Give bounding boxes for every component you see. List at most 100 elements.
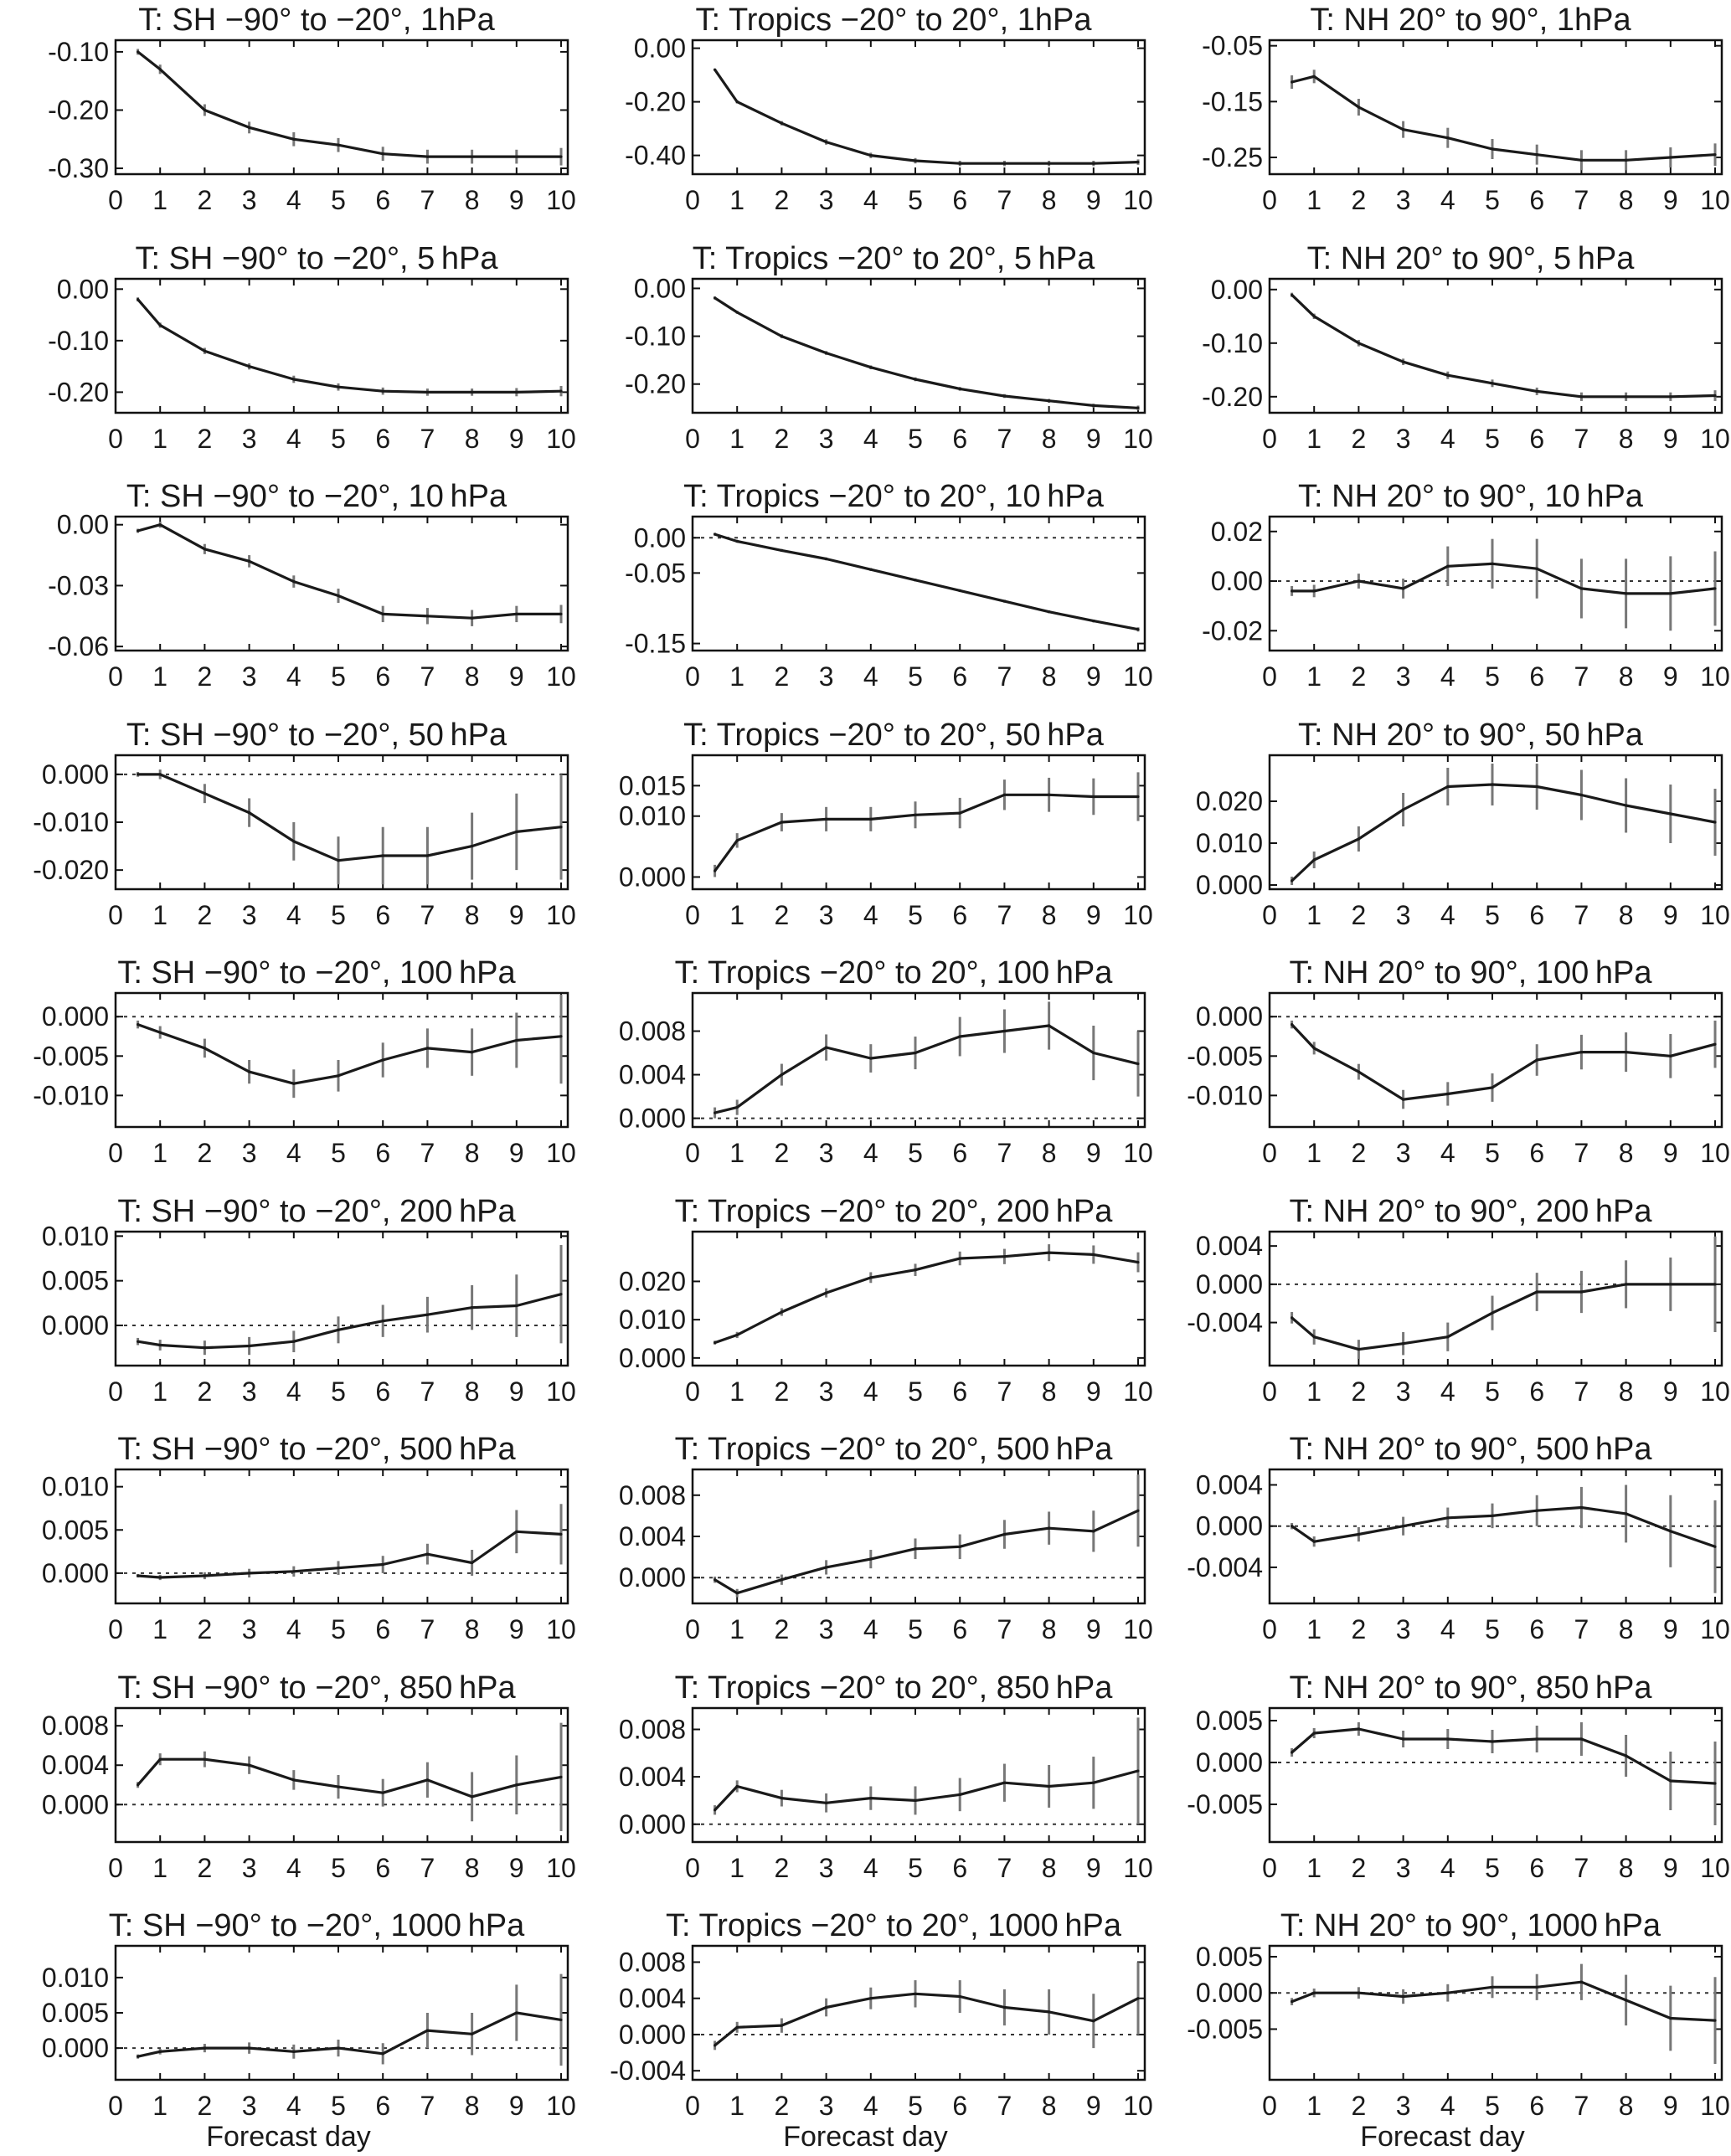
data-point xyxy=(292,1340,296,1343)
chart-panel: T: Tropics −20° to 20°, 50 hPa 0 1 2 3 4 5 6 7 8 9… xyxy=(577,715,1154,955)
series-line xyxy=(1291,294,1716,399)
data-point xyxy=(1491,1311,1494,1315)
x-tick-label: 6 xyxy=(375,1853,390,1883)
data-point xyxy=(1092,620,1095,623)
x-tick-label: 1 xyxy=(152,185,167,215)
data-point xyxy=(1048,1251,1051,1254)
series-line xyxy=(1291,75,1716,162)
data-point xyxy=(425,390,430,394)
data-point xyxy=(1402,360,1405,363)
data-point xyxy=(1002,2005,1007,2009)
data-point xyxy=(1625,1050,1628,1054)
data-point xyxy=(714,533,717,536)
chart-panel: T: SH −90° to −20°, 100 hPa 0 1 2 3 4 5 6 7 8 9 10 0… xyxy=(0,953,577,1192)
data-point xyxy=(515,1038,518,1042)
y-tick-label: 0.000 xyxy=(1196,1001,1263,1032)
x-tick-label: 8 xyxy=(1042,661,1057,692)
data-point xyxy=(1357,837,1361,841)
x-tick-label: 3 xyxy=(819,424,834,454)
data-point xyxy=(1357,105,1361,109)
chart-panel: T: Tropics −20° to 20°, 1000 hPa 0 1 2 3 4 5 6 7… xyxy=(577,1906,1154,2145)
x-tick-label: 3 xyxy=(819,1853,834,1883)
data-point xyxy=(1048,2010,1051,2014)
chart-panel: T: SH −90° to −20°, 1000 hPa 0 1 2 3 4 5 6 7 8 9 10… xyxy=(0,1906,577,2145)
x-tick-label: 8 xyxy=(1619,661,1634,692)
data-point xyxy=(914,1798,917,1803)
x-tick-label: 4 xyxy=(1440,185,1455,215)
data-point xyxy=(158,1031,162,1034)
x-tick-label: 10 xyxy=(546,1853,576,1883)
y-tick-label: 0.000 xyxy=(42,1001,109,1032)
data-point xyxy=(958,1035,961,1038)
chart-svg: T: Tropics −20° to 20°, 5 hPa 0 1 2 3 4 5 6 7 8 9 1… xyxy=(625,241,1153,454)
x-tick-label: 6 xyxy=(952,185,967,215)
x-tick-label: 5 xyxy=(908,2091,923,2121)
data-point xyxy=(1579,1505,1584,1510)
x-tick-label: 10 xyxy=(1700,1853,1730,1883)
data-point xyxy=(292,579,296,584)
x-tick-label: 2 xyxy=(198,900,213,930)
data-point xyxy=(869,1057,873,1060)
y-tick-label: -0.005 xyxy=(1187,1789,1263,1819)
data-point xyxy=(1713,821,1717,824)
data-point xyxy=(248,810,251,815)
plot-frame xyxy=(691,515,1146,652)
x-tick-label: 9 xyxy=(509,1853,524,1883)
x-tick-label: 7 xyxy=(1574,2091,1589,2121)
x-tick-label: 0 xyxy=(685,661,700,692)
chart-svg: T: NH 20° to 90°, 1000 hPa 0 1 2 3 4 5 6 7 8 9 10 0.… xyxy=(1187,1908,1730,2121)
x-tick-label: 4 xyxy=(1440,661,1455,692)
data-point xyxy=(292,840,296,843)
x-axis-label-center: Forecast day xyxy=(783,2121,948,2153)
data-point xyxy=(337,1785,340,1788)
data-point xyxy=(1402,1342,1405,1346)
data-point xyxy=(914,378,917,381)
y-tick-label: 0.010 xyxy=(42,1472,109,1502)
x-tick-label: 2 xyxy=(1352,1614,1367,1644)
data-point xyxy=(381,389,384,393)
x-tick-label: 5 xyxy=(908,1614,923,1644)
y-tick-label: 0.000 xyxy=(619,2020,686,2050)
data-point xyxy=(1579,793,1584,797)
data-point xyxy=(1092,1781,1095,1784)
series-line xyxy=(137,1023,562,1085)
y-tick-label: 0.008 xyxy=(42,1711,109,1741)
data-point xyxy=(158,773,162,776)
x-tick-label: 2 xyxy=(775,1138,790,1168)
x-tick-label: 10 xyxy=(546,424,576,454)
x-tick-label: 3 xyxy=(242,900,257,930)
x-tick-label: 10 xyxy=(1700,2091,1730,2121)
y-tick-label: -0.20 xyxy=(48,95,109,125)
x-tick-label: 10 xyxy=(1123,900,1153,930)
series-line xyxy=(714,1769,1139,1811)
data-point xyxy=(1048,610,1051,614)
data-point xyxy=(381,1320,384,1323)
data-point xyxy=(1357,342,1361,345)
y-tick-label: -0.20 xyxy=(1202,382,1263,412)
data-point xyxy=(914,813,917,816)
x-tick-label: 2 xyxy=(775,661,790,692)
x-tick-label: 1 xyxy=(729,1853,744,1883)
chart-title: T: SH −90° to −20°, 1hPa xyxy=(138,3,495,38)
data-point xyxy=(1491,562,1494,565)
chart-svg: T: NH 20° to 90°, 200 hPa 0 1 2 3 4 5 6 7 8 9 10 0.0… xyxy=(1187,1194,1730,1407)
x-tick-label: 0 xyxy=(1262,1376,1277,1407)
data-point xyxy=(559,1775,563,1778)
data-point xyxy=(559,2018,563,2022)
x-tick-label: 1 xyxy=(152,1138,167,1168)
data-point xyxy=(1669,395,1672,399)
chart-svg: T: NH 20° to 90°, 100 hPa 0 1 2 3 4 5 6 7 8 9 10 0.0… xyxy=(1187,955,1730,1168)
series-line xyxy=(1291,1283,1715,1351)
x-tick-label: 7 xyxy=(997,2091,1012,2121)
x-tick-label: 2 xyxy=(198,1138,213,1168)
y-tick-label: -0.005 xyxy=(1187,1041,1263,1071)
data-point xyxy=(780,548,784,553)
x-tick-label: 8 xyxy=(465,1853,480,1883)
data-point xyxy=(825,557,828,561)
data-point xyxy=(1092,2020,1095,2023)
x-tick-label: 10 xyxy=(1700,424,1730,454)
x-tick-label: 5 xyxy=(331,661,346,692)
data-point xyxy=(1402,587,1405,590)
data-point xyxy=(515,1304,518,1308)
y-tick-label: 0.000 xyxy=(1196,1511,1263,1541)
